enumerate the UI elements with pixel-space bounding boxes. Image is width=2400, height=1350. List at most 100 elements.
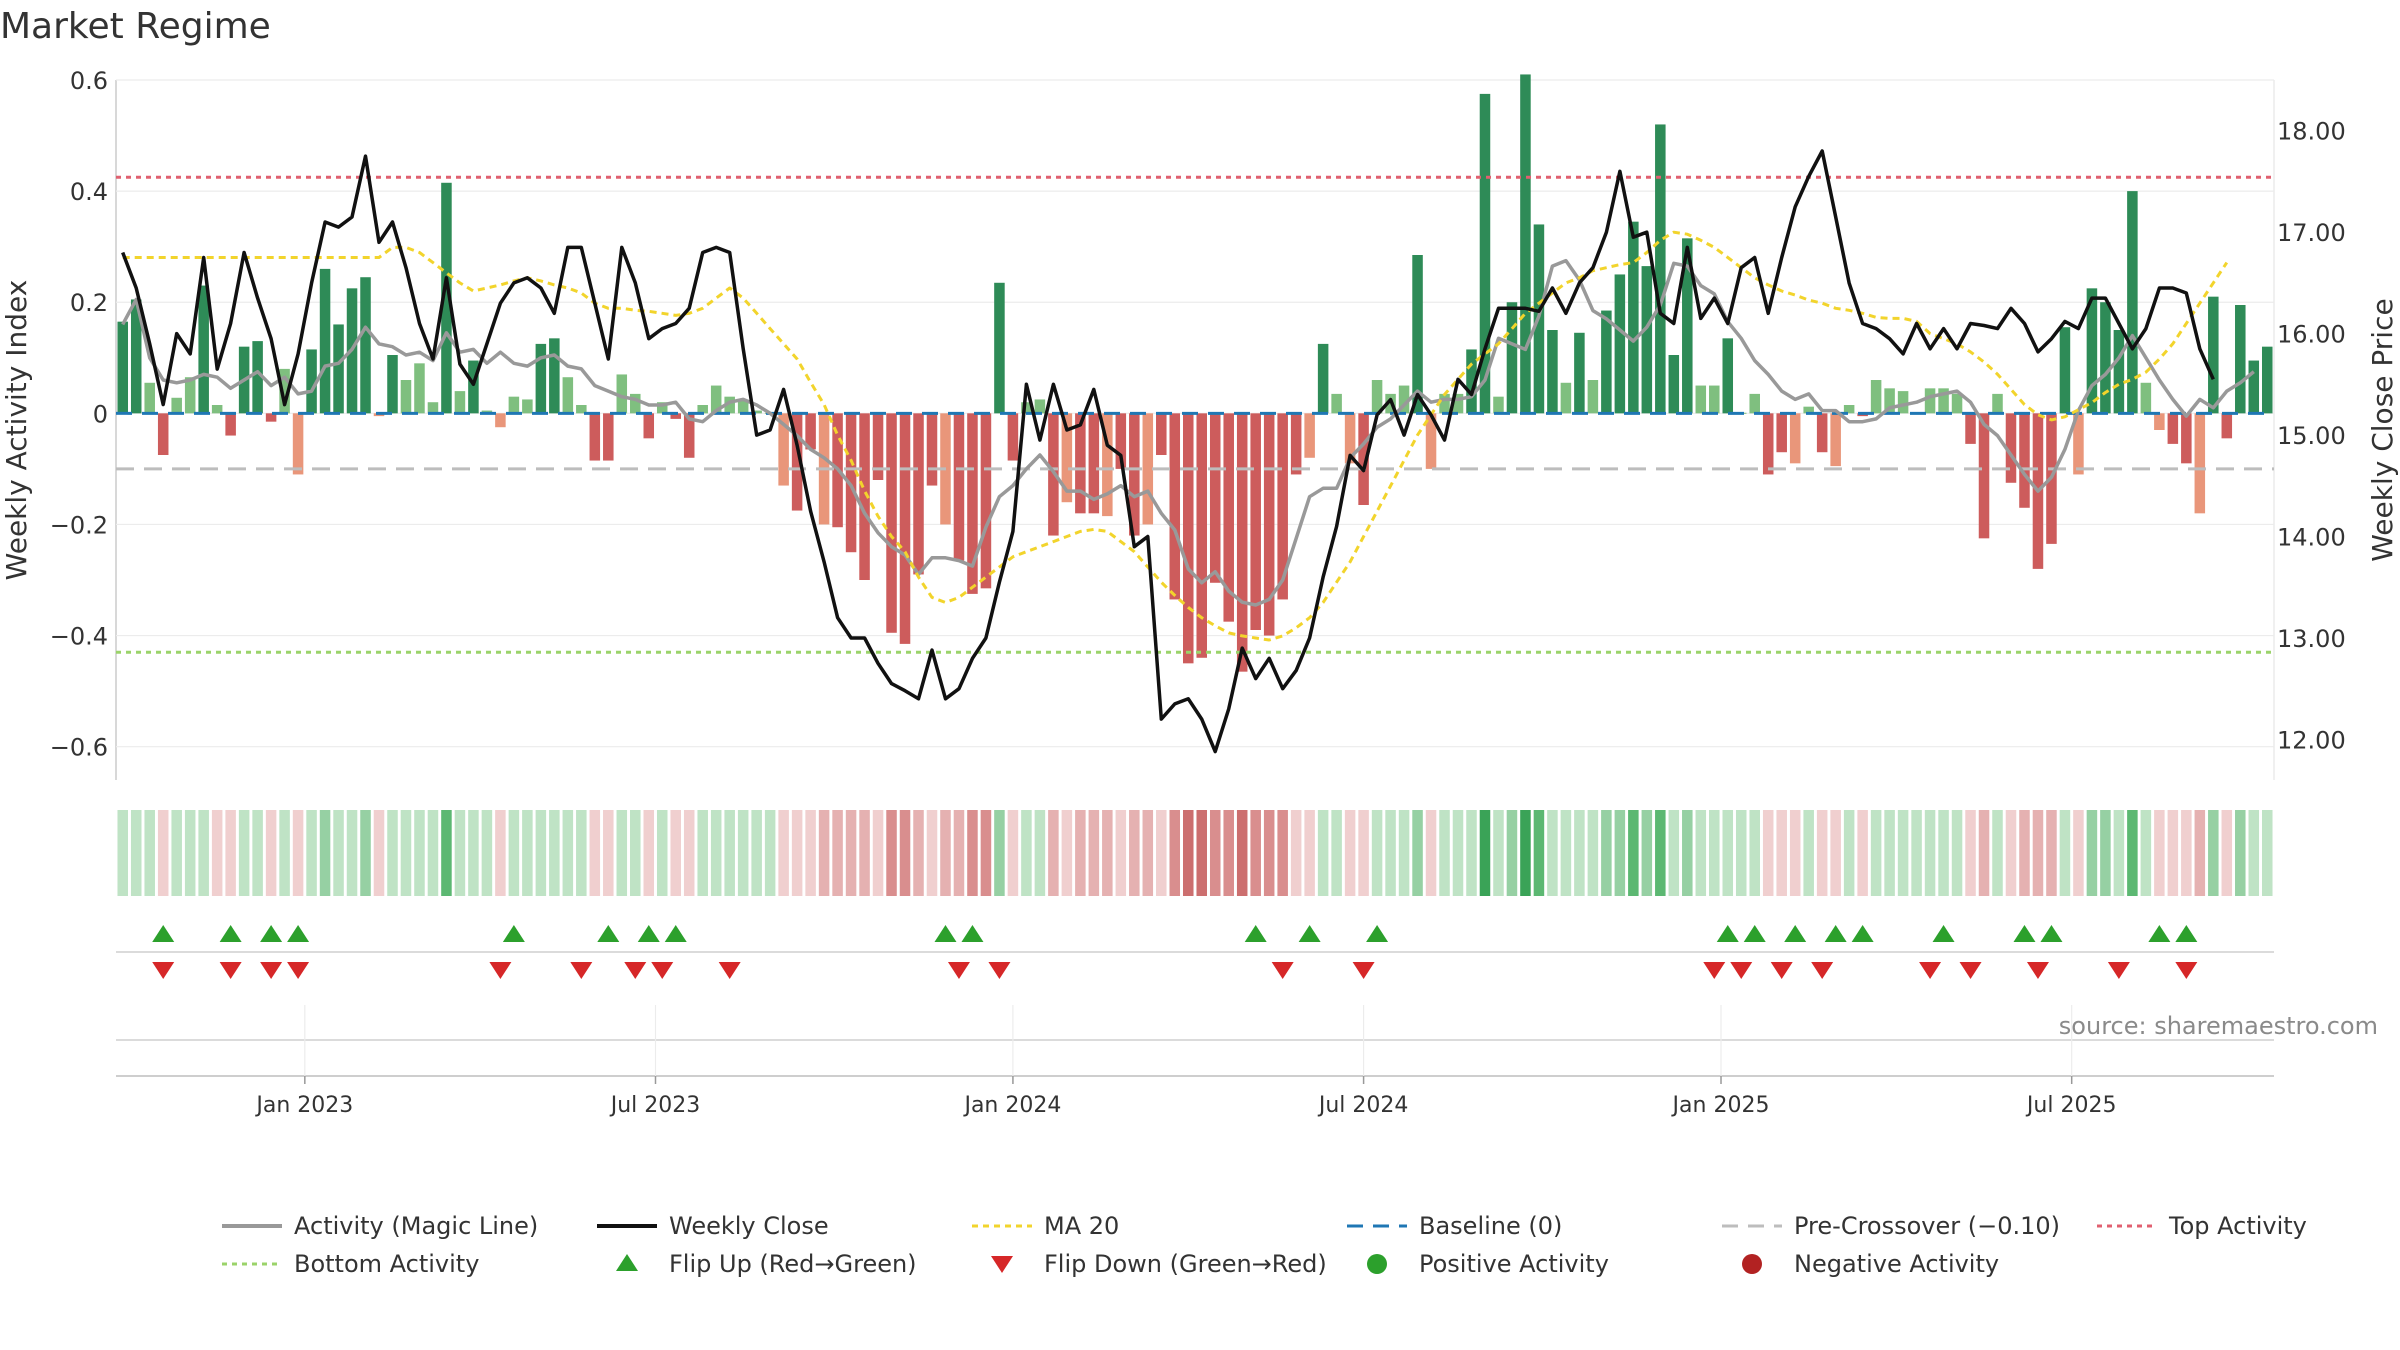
activity-bar — [265, 413, 277, 422]
activity-bar — [724, 396, 735, 414]
activity-bar — [2154, 413, 2165, 430]
activity-bar — [913, 413, 924, 575]
activity-bar — [1709, 385, 1720, 414]
legend-label: Bottom Activity — [294, 1250, 480, 1278]
regime-ribbon-cell — [603, 810, 614, 896]
regime-ribbon-cell — [899, 810, 911, 896]
chart-legend: Activity (Magic Line) Weekly Close MA 20 Ba… — [220, 1206, 2380, 1286]
legend-swatch-baseline — [1347, 1224, 1407, 1228]
activity-bar — [1425, 413, 1437, 469]
regime-ribbon-cell — [2248, 810, 2260, 896]
activity-bar — [1574, 332, 1585, 414]
legend-swatch-ma — [972, 1224, 1032, 1228]
left-tick-label: 0.6 — [70, 67, 108, 95]
activity-bar — [414, 363, 425, 414]
regime-ribbon-cell — [333, 810, 344, 896]
activity-bar — [1169, 413, 1181, 600]
regime-ribbon-cell — [2167, 810, 2179, 896]
legend-item-ma: MA 20 — [970, 1206, 1119, 1246]
activity-bar — [1061, 413, 1073, 503]
activity-bar — [2167, 413, 2179, 444]
regime-ribbon-cell — [495, 810, 506, 896]
activity-bar — [1816, 413, 1828, 453]
regime-ribbon-cell — [1466, 810, 1477, 896]
legend-item-flipup: Flip Up (Red→Green) — [595, 1244, 917, 1284]
activity-bar — [1668, 355, 1680, 414]
regime-ribbon-cell — [198, 810, 209, 896]
activity-bar — [1655, 124, 1666, 414]
flip-up-marker — [1716, 925, 1739, 942]
activity-bar — [549, 338, 560, 414]
regime-ribbon-cell — [1344, 810, 1356, 896]
regime-ribbon-cell — [2181, 810, 2192, 896]
regime-ribbon-cell — [1992, 810, 2003, 896]
legend-label: Pre-Crossover (−0.10) — [1794, 1212, 2061, 1240]
flip-up-marker — [2040, 925, 2063, 942]
x-tick-label: Jan 2024 — [962, 1093, 1061, 1118]
regime-ribbon-cell — [508, 810, 520, 896]
activity-bar — [589, 413, 601, 461]
activity-bar — [1978, 413, 1990, 539]
regime-ribbon-cell — [252, 810, 263, 896]
regime-ribbon-cell — [751, 810, 762, 896]
regime-ribbon-cell — [1169, 810, 1181, 896]
activity-bar — [1843, 405, 1855, 414]
regime-ribbon-cell — [373, 810, 385, 896]
regime-ribbon-cell — [1371, 810, 1383, 896]
activity-bar — [697, 405, 708, 414]
regime-ribbon-cell — [1398, 810, 1410, 896]
legend-item-top: Top Activity — [2095, 1206, 2307, 1246]
activity-bar — [737, 399, 749, 414]
regime-ribbon-cell — [1506, 810, 1518, 896]
activity-bar — [1965, 413, 1976, 444]
activity-bar — [1223, 413, 1234, 622]
activity-bar — [387, 355, 398, 414]
activity-bar — [1021, 402, 1032, 414]
legend-swatch-close — [597, 1224, 657, 1228]
right-tick-label: 15.00 — [2277, 422, 2346, 450]
activity-bar — [1236, 413, 1248, 672]
activity-bar — [2086, 288, 2098, 414]
regime-ribbon-cell — [1088, 810, 1100, 896]
regime-ribbon-cell — [414, 810, 425, 896]
regime-ribbon-cell — [1762, 810, 1774, 896]
activity-bar — [576, 405, 587, 414]
activity-bar — [1102, 413, 1113, 517]
regime-ribbon-cell — [1601, 810, 1612, 896]
activity-bar — [2073, 413, 2084, 475]
activity-bar — [710, 385, 722, 414]
regime-ribbon-cell — [1142, 810, 1154, 896]
activity-bar — [1398, 385, 1410, 414]
flip-down-marker — [260, 962, 283, 979]
regime-ribbon-cell — [926, 810, 938, 896]
legend-label: Weekly Close — [669, 1212, 829, 1240]
regime-ribbon-cell — [522, 810, 533, 896]
regime-ribbon-cell — [171, 810, 182, 896]
legend-item-neg: Negative Activity — [1720, 1244, 1999, 1284]
activity-bar — [157, 413, 169, 455]
regime-ribbon-cell — [2073, 810, 2084, 896]
regime-ribbon-cell — [2100, 810, 2111, 896]
activity-bar — [1682, 238, 1693, 414]
legend-item-baseline: Baseline (0) — [1345, 1206, 1562, 1246]
activity-bar — [1304, 413, 1315, 458]
activity-bar — [791, 413, 803, 511]
activity-bar — [1897, 391, 1909, 414]
activity-bar — [2100, 302, 2111, 414]
activity-bar — [805, 413, 816, 450]
regime-ribbon-cell — [764, 810, 776, 896]
left-tick-label: 0.4 — [70, 178, 108, 206]
flip-up-marker — [664, 925, 687, 942]
activity-bar — [980, 413, 992, 589]
activity-bar — [1628, 221, 1639, 414]
flip-up-marker — [1784, 925, 1807, 942]
activity-bar — [454, 391, 466, 414]
flip-down-marker — [1919, 962, 1942, 979]
activity-bar — [1182, 413, 1194, 664]
activity-bar — [2019, 413, 2030, 508]
activity-bar — [1317, 343, 1329, 414]
legend-label: Flip Up (Red→Green) — [669, 1250, 917, 1278]
activity-bar — [252, 341, 263, 414]
regime-ribbon-cell — [1655, 810, 1666, 896]
legend-swatch-bottom — [222, 1262, 282, 1266]
